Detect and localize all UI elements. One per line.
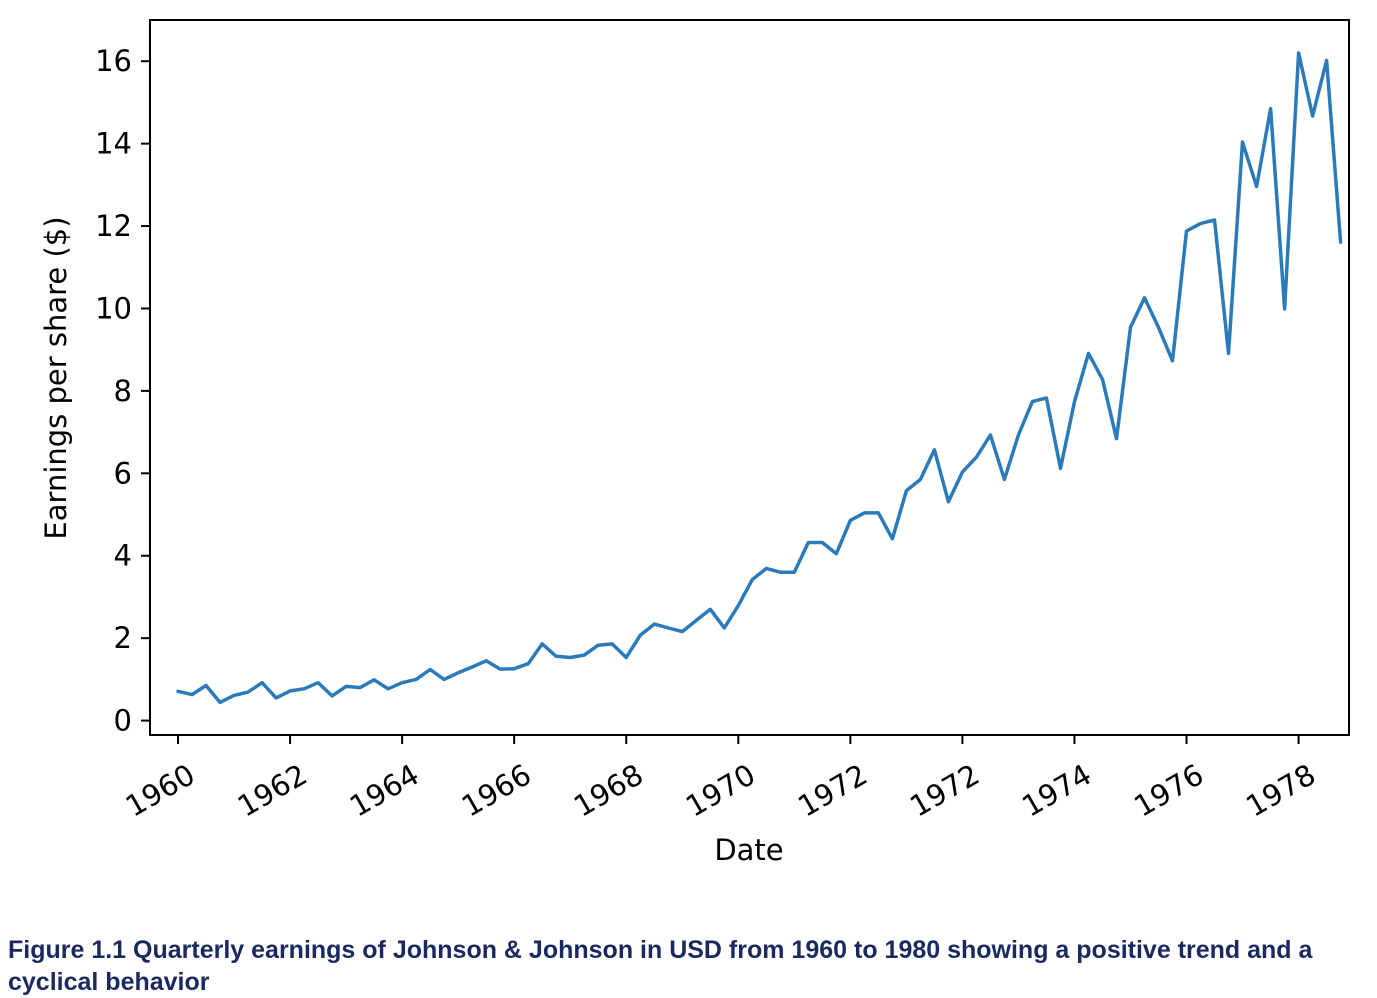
x-tick-label: 1966 [456, 757, 537, 823]
series-line [176, 51, 1343, 705]
x-tick-label: 1960 [120, 757, 201, 823]
y-axis-ticks: 0 2 4 6 8 10 12 14 16 [95, 44, 150, 738]
y-tick-label: 0 [114, 704, 132, 738]
y-tick-label: 2 [114, 621, 132, 655]
x-tick-label: 1968 [568, 757, 649, 823]
figure-caption: Figure 1.1 Quarterly earnings of Johnson… [8, 936, 1313, 996]
x-tick-label: 1972 [792, 757, 873, 823]
x-axis-label: Date [714, 833, 783, 867]
y-tick-label: 14 [95, 127, 132, 161]
y-tick-label: 4 [114, 539, 132, 573]
plot-frame [149, 19, 1350, 736]
x-axis-ticks: 1960 1962 1964 1966 1968 1970 1972 1972 1974 1976… [120, 735, 1321, 824]
x-tick-label: 1978 [1240, 757, 1321, 823]
x-tick-label: 1974 [1016, 757, 1097, 823]
y-tick-label: 16 [95, 44, 132, 78]
y-axis-label: Earnings per share ($) [39, 216, 73, 539]
y-tick-label: 10 [95, 291, 132, 325]
x-tick-label: 1970 [680, 757, 761, 823]
y-tick-label: 6 [114, 456, 132, 490]
x-tick-label: 1972 [904, 757, 985, 823]
y-tick-label: 12 [95, 209, 132, 243]
y-tick-label: 8 [114, 374, 132, 408]
x-tick-label: 1976 [1128, 757, 1209, 823]
x-tick-label: 1964 [344, 757, 425, 823]
x-tick-label: 1962 [232, 757, 313, 823]
